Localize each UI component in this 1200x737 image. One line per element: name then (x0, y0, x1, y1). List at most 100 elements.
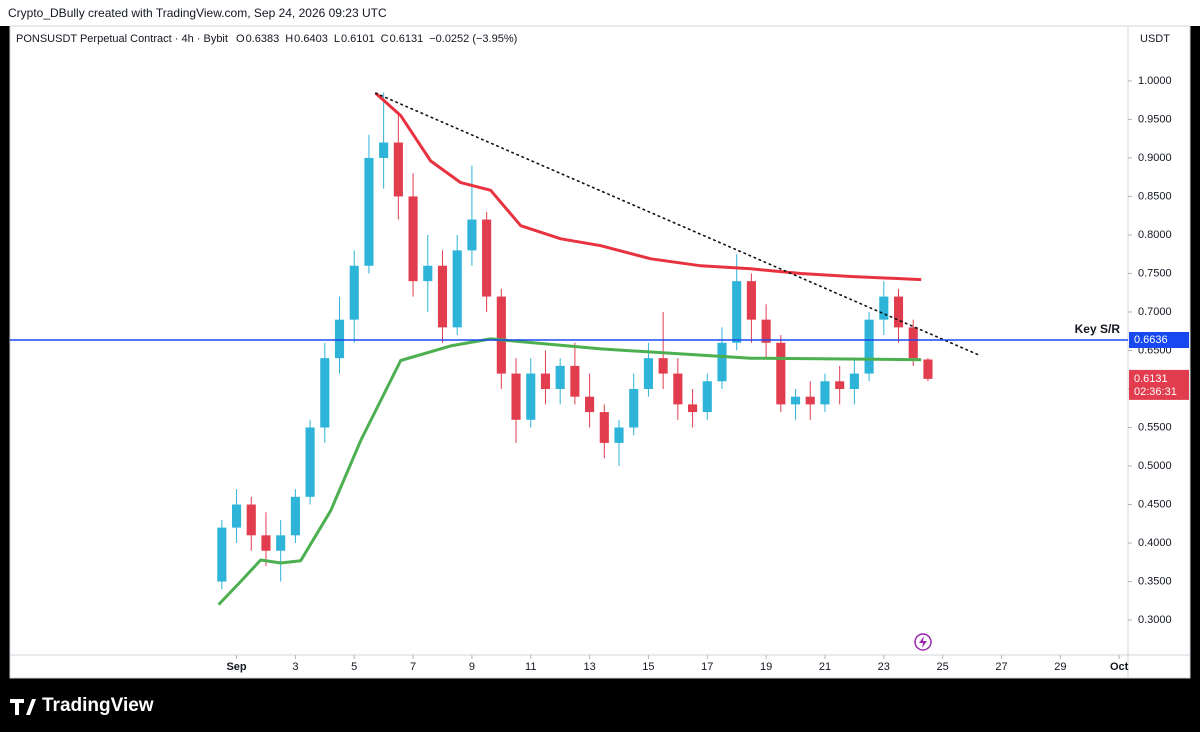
candle-body (452, 250, 462, 328)
candle-body (540, 373, 551, 389)
x-tick-label: 25 (937, 661, 949, 673)
candle-body (717, 342, 727, 382)
y-tick-label: 0.4500 (1138, 498, 1172, 510)
x-tick-label: 9 (469, 661, 475, 673)
moving-average (217, 337, 922, 606)
candle-body (732, 281, 742, 343)
brand-logo: TradingView (10, 695, 154, 716)
candle-body (496, 296, 506, 374)
x-tick-label: 13 (583, 661, 595, 673)
y-tick-label: 0.3000 (1138, 614, 1172, 626)
candle-body (526, 373, 536, 420)
candle-body (879, 296, 889, 320)
moving-average (374, 92, 922, 282)
y-tick-label: 0.5000 (1138, 460, 1172, 472)
x-tick-label: 17 (701, 661, 713, 673)
candle-body (482, 219, 492, 297)
ohlc-key: C (381, 33, 389, 45)
candle-body (864, 319, 874, 374)
candle-body (467, 219, 477, 251)
y-tick-label: 0.5500 (1138, 421, 1172, 433)
candle-body (364, 157, 374, 266)
y-tick-label: 0.4000 (1138, 537, 1172, 549)
ohlc-key: O (236, 33, 245, 45)
candle-body (290, 496, 300, 536)
last-price-tag (1129, 369, 1189, 400)
candle-body (835, 381, 845, 389)
candle-body (643, 358, 653, 389)
candle-body (393, 142, 403, 197)
candle-body (320, 358, 330, 428)
x-tick-label: 5 (351, 661, 357, 673)
credit-bar (0, 0, 1200, 26)
x-tick-label: 27 (995, 661, 1007, 673)
candle-body (408, 196, 418, 282)
ohlc-value: 0.6101 (341, 33, 375, 45)
candle-body (790, 396, 801, 405)
x-tick-label: 11 (525, 661, 536, 673)
ohlc-value: 0.6131 (390, 33, 424, 45)
candle-body (423, 265, 433, 282)
key-level-value: 0.6636 (1134, 334, 1168, 346)
event-icon[interactable] (914, 633, 932, 651)
x-tick-label: 3 (292, 661, 298, 673)
candle-body (658, 358, 668, 374)
last-price: 0.6131 (1134, 373, 1168, 385)
candle-body (334, 319, 345, 359)
ohlc-value: 0.6383 (246, 33, 280, 45)
candle-body (349, 265, 359, 320)
ohlc-value: 0.6403 (294, 33, 328, 45)
candle-body (761, 319, 771, 343)
candle-body (570, 365, 580, 397)
candle-body (629, 388, 639, 428)
ohlc-key: L (334, 33, 340, 45)
y-tick-label: 0.3500 (1138, 575, 1172, 587)
y-tick-label: 0.9500 (1138, 113, 1172, 125)
brand: TradingView (42, 695, 154, 716)
y-tick-label: 0.7500 (1138, 267, 1172, 279)
candle-body (261, 535, 271, 551)
change: −0.0252 (−3.95%) (429, 33, 517, 45)
candle-body (908, 327, 918, 359)
countdown: 02:36:31 (1134, 386, 1177, 398)
key-level-tag (1129, 331, 1189, 348)
candle-body (614, 427, 624, 443)
candle-body (555, 365, 565, 389)
key-level-label: Key S/R (1075, 322, 1121, 336)
candle-body (246, 504, 256, 536)
candle-body (746, 281, 756, 320)
currency: USDT (1140, 33, 1170, 45)
credit: Crypto_DBully created with TradingView.c… (8, 6, 387, 20)
legend: PONSUSDT Perpetual Contract · 4h · Bybit… (16, 33, 517, 45)
y-tick-label: 0.7000 (1138, 306, 1172, 318)
ohlc-key: H (285, 33, 293, 45)
trendline (374, 92, 982, 357)
candle-body (585, 396, 595, 413)
y-tick-label: 1.0000 (1138, 75, 1172, 87)
candle-body (702, 381, 712, 413)
candle-body (231, 504, 242, 528)
x-tick-label: Oct (1110, 661, 1129, 673)
candle-body (217, 527, 227, 582)
candle-body (776, 342, 786, 405)
candle-body (673, 373, 683, 405)
candle-body (923, 359, 933, 379)
candle-body (276, 535, 286, 551)
candle-body (379, 142, 389, 158)
candle-body (805, 396, 815, 405)
candle-body (849, 373, 859, 389)
y-tick-label: 0.9000 (1138, 152, 1172, 164)
candle-body (599, 412, 609, 443)
x-tick-label: 29 (1054, 661, 1066, 673)
candle-body (437, 265, 448, 328)
chart-panel (9, 25, 1191, 679)
x-tick-label: 23 (878, 661, 890, 673)
candle-body (305, 427, 315, 497)
x-tick-label: 21 (819, 661, 831, 673)
candle-body (688, 404, 698, 413)
candle-body (511, 373, 521, 420)
y-tick-label: 0.8000 (1138, 229, 1172, 241)
event-bolt (919, 636, 927, 648)
x-tick-label: Sep (226, 661, 246, 673)
